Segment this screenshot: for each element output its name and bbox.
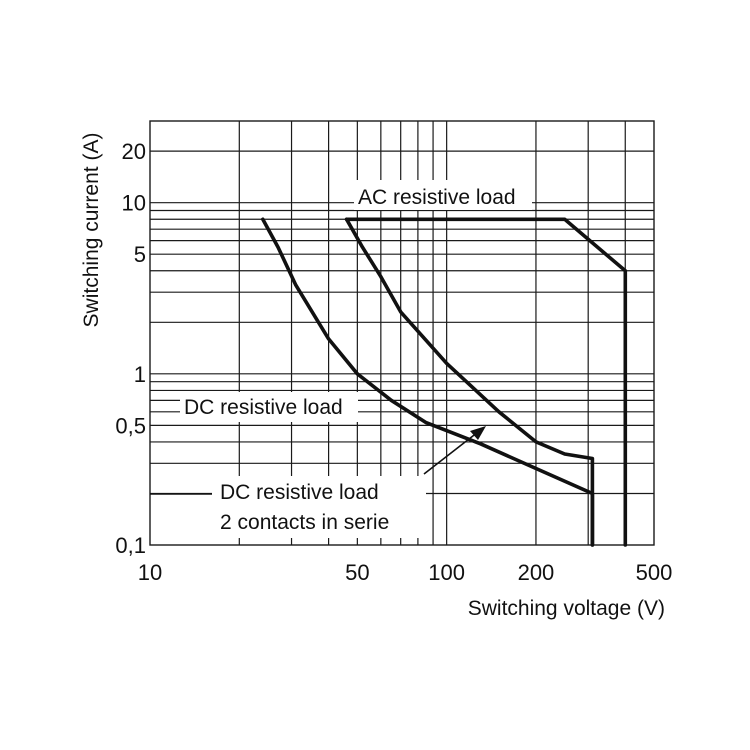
- x-tick-label: 10: [138, 560, 162, 585]
- series-dc-resistive-load: [260, 217, 595, 547]
- series: [260, 217, 628, 547]
- annotation-dc-serie-line2: 2 contacts in serie: [220, 511, 389, 534]
- y-tick-label: 1: [134, 362, 146, 387]
- y-tick-label: 5: [134, 242, 146, 267]
- y-axis-title: Switching current (A): [80, 133, 103, 328]
- series-ac-resistive-load: [344, 217, 628, 547]
- annotation-dc-serie: DC resistive load 2 contacts in serie: [150, 426, 486, 538]
- x-tick-label: 500: [636, 560, 673, 585]
- annotation-dc-label: DC resistive load: [184, 396, 343, 419]
- y-tick-label: 20: [122, 139, 146, 164]
- y-tick-label: 0,5: [115, 413, 146, 438]
- x-tick-label: 50: [345, 560, 369, 585]
- y-tick-label: 0,1: [115, 533, 146, 558]
- x-tick-labels: 10 50 100 200 500: [138, 560, 673, 585]
- plot-frame: [149, 120, 655, 546]
- annotation-dc: DC resistive load: [180, 392, 358, 422]
- y-tick-label: 10: [122, 191, 146, 216]
- x-axis-title: Switching voltage (V): [468, 597, 665, 620]
- series-dc-resistive-load-2-contacts: [344, 217, 595, 547]
- x-tick-label: 100: [428, 560, 465, 585]
- annotation-ac: AC resistive load: [354, 180, 532, 210]
- x-tick-label: 200: [518, 560, 555, 585]
- annotation-dc-serie-arrowhead: [470, 426, 486, 440]
- y-tick-labels: 0,1 0,5 1 5 10 20: [115, 139, 146, 558]
- annotation-dc-serie-line1: DC resistive load: [220, 481, 379, 504]
- annotation-dc-serie-arrow: [423, 431, 479, 475]
- annotation-ac-label: AC resistive load: [358, 186, 516, 209]
